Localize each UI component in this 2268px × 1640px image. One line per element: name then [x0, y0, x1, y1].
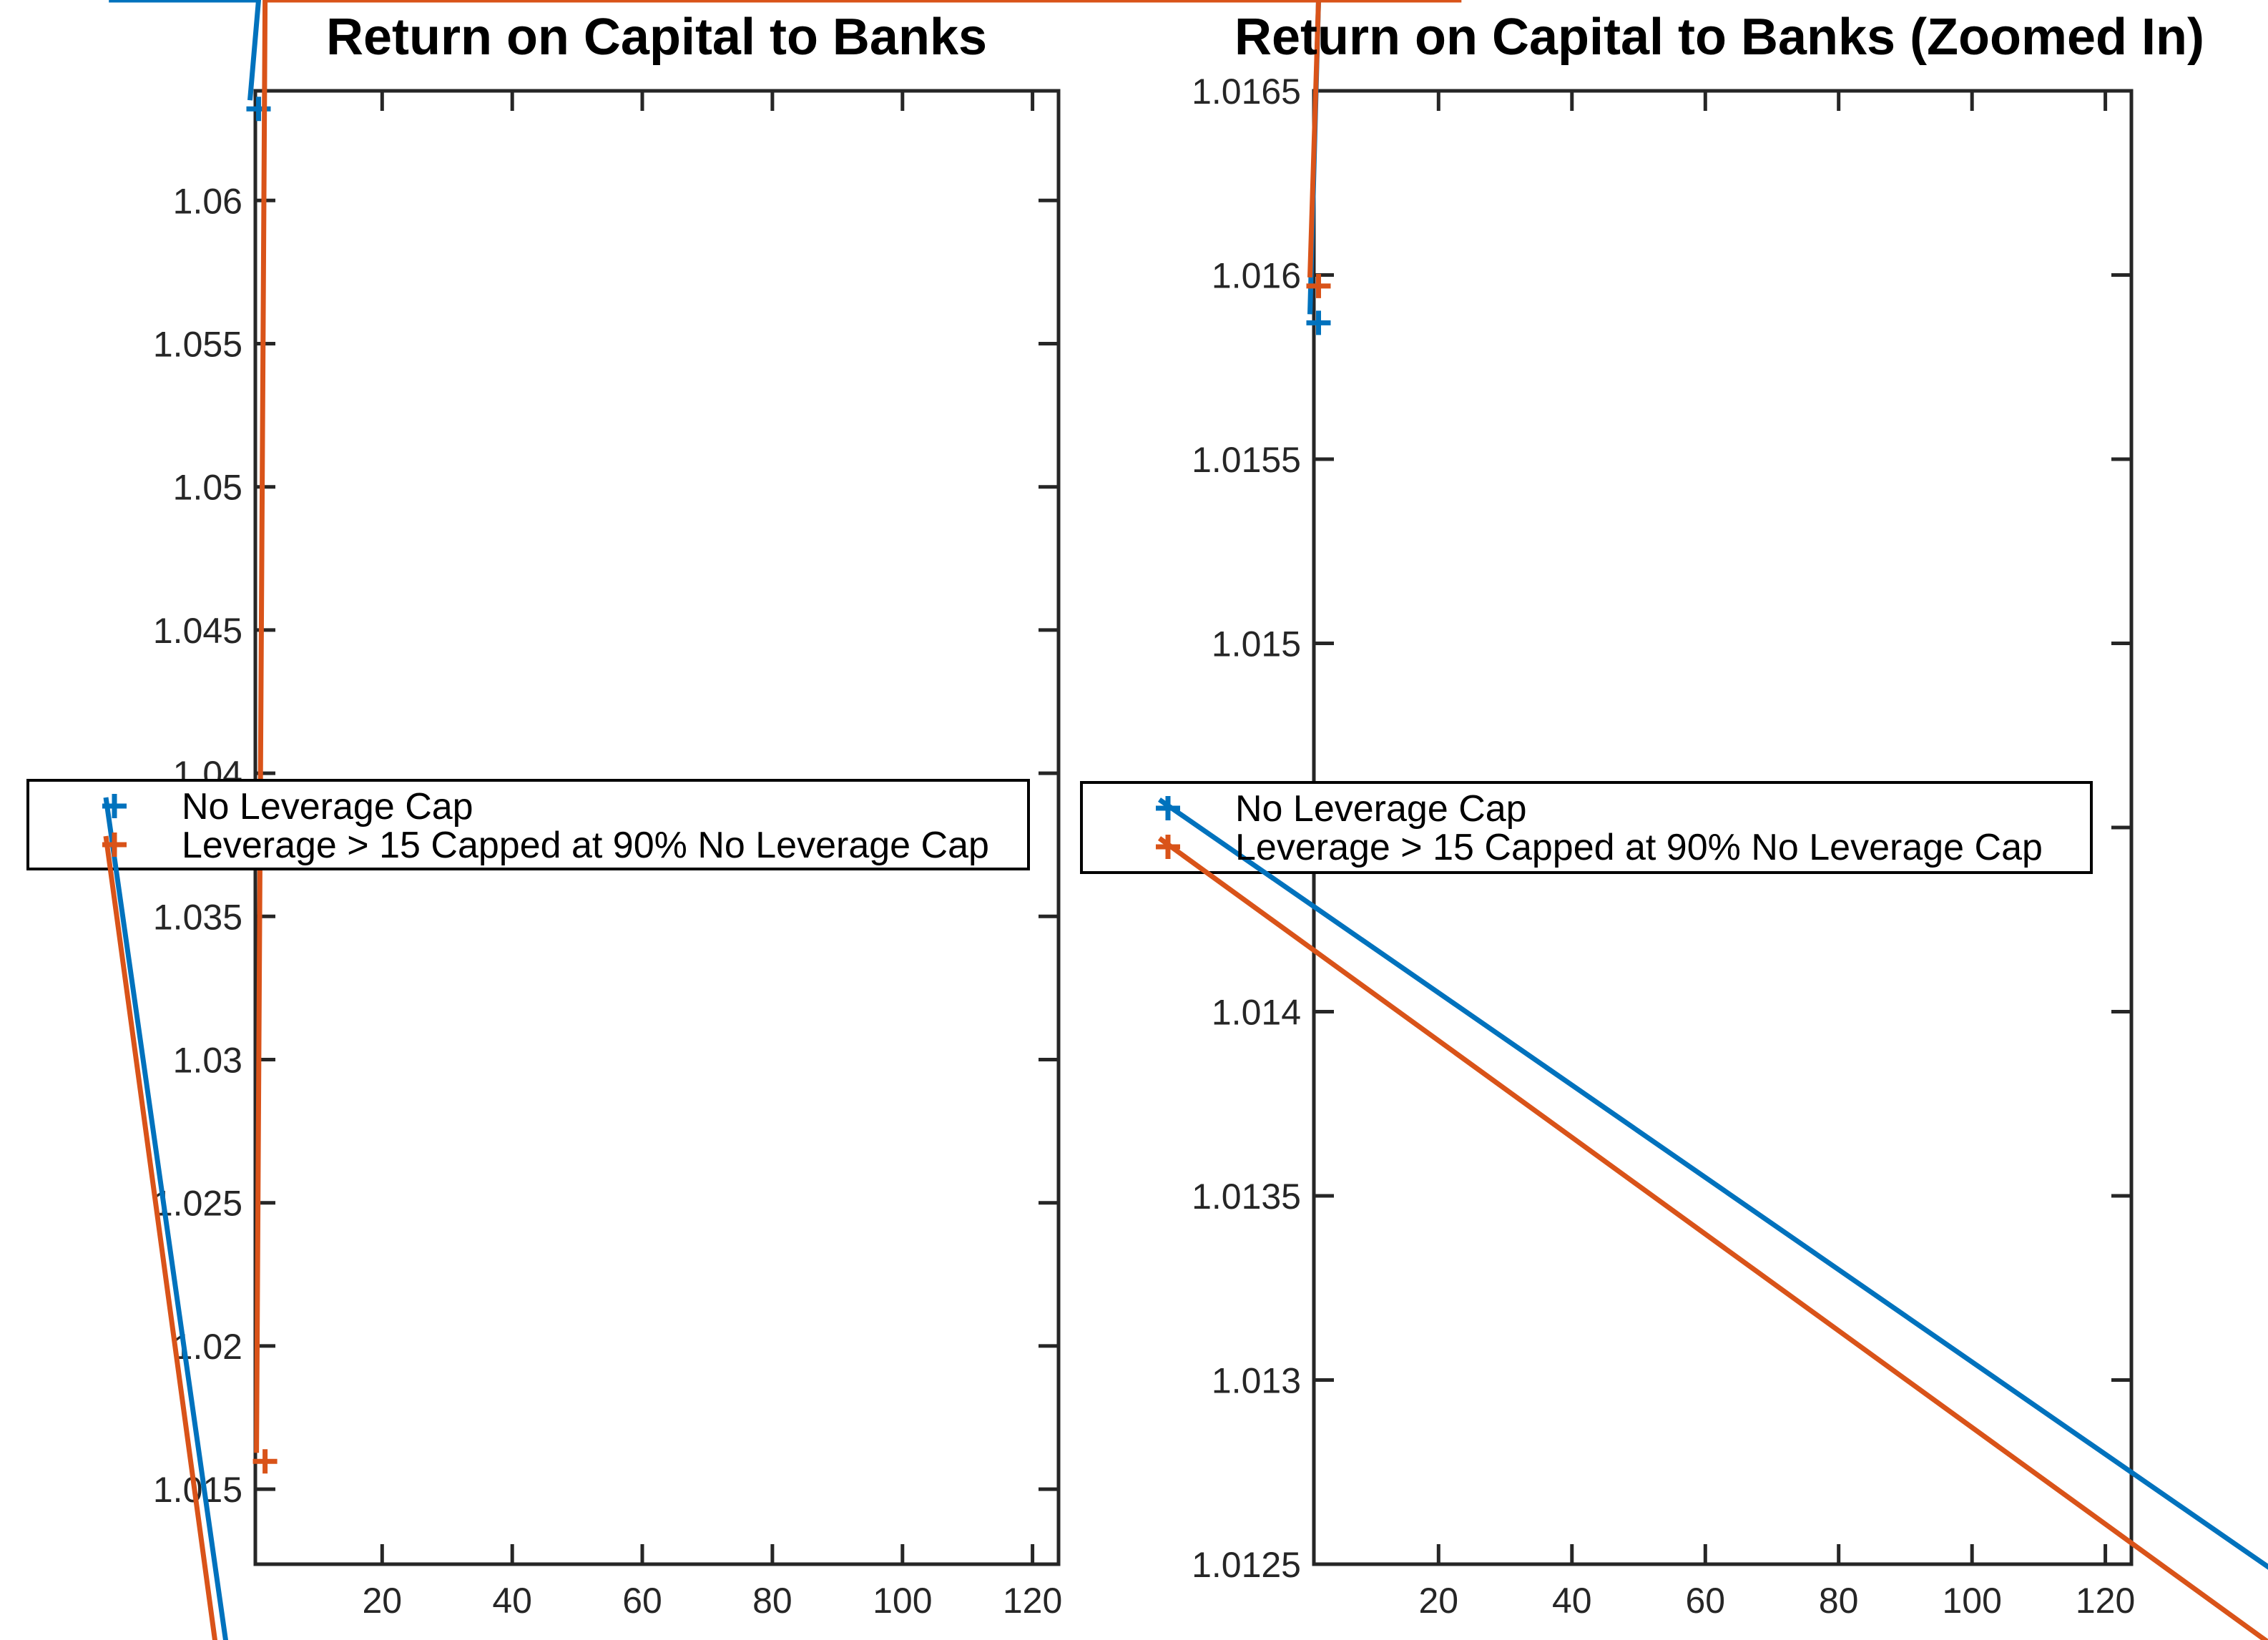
x-tick-label: 60	[1685, 1581, 1725, 1621]
y-tick-label: 1.0125	[1192, 1545, 1301, 1585]
x-tick-label: 40	[492, 1581, 532, 1621]
legend-item-label: Leverage > 15 Capped at 90% No Leverage …	[182, 825, 989, 866]
y-tick-label: 1.045	[153, 611, 242, 651]
series-markers-orange	[252, 0, 1462, 1474]
legend-marker-blue-asterisk-icon	[1156, 796, 2268, 1570]
legend-box	[1080, 781, 2093, 874]
y-tick-label: 1.0155	[1192, 440, 1301, 480]
x-tick-label: 20	[362, 1581, 402, 1621]
legend-item-label: Leverage > 15 Capped at 90% No Leverage …	[1235, 827, 2043, 868]
y-tick-label: 1.05	[173, 468, 242, 508]
y-tick-label: 1.03	[173, 1041, 242, 1081]
x-tick-label: 120	[1003, 1581, 1062, 1621]
x-tick-label: 20	[1418, 1581, 1458, 1621]
x-tick-label: 120	[2076, 1581, 2135, 1621]
right-chart-title: Return on Capital to Banks (Zoomed In)	[1234, 9, 2205, 66]
legend-item-label: No Leverage Cap	[1235, 788, 1527, 830]
y-tick-label: 1.0165	[1192, 72, 1301, 112]
y-tick-label: 1.06	[173, 181, 242, 221]
y-tick-label: 1.0135	[1192, 1177, 1301, 1217]
series-markers-orange	[285, 0, 1331, 298]
legend-marker-orange-asterisk-icon	[1156, 835, 2268, 1640]
x-tick-label: 60	[622, 1581, 662, 1621]
y-tick-label: 1.013	[1212, 1361, 1301, 1401]
x-tick-label: 80	[752, 1581, 792, 1621]
x-tick-label: 40	[1552, 1581, 1592, 1621]
y-tick-label: 1.015	[1212, 624, 1301, 664]
legend-marker-orange-asterisk-icon	[102, 833, 218, 1640]
left-chart-title: Return on Capital to Banks	[325, 9, 988, 66]
x-tick-label: 80	[1819, 1581, 1859, 1621]
legend-item-label: No Leverage Cap	[182, 786, 473, 828]
y-tick-label: 1.055	[153, 325, 242, 365]
legend-box	[26, 779, 1030, 870]
legend-marker-blue-asterisk-icon	[102, 794, 228, 1640]
y-tick-label: 1.014	[1212, 993, 1301, 1033]
series-markers-blue	[109, 0, 271, 122]
y-tick-label: 1.035	[153, 897, 242, 937]
x-tick-label: 100	[1942, 1581, 2001, 1621]
x-tick-label: 100	[873, 1581, 932, 1621]
y-tick-label: 1.016	[1212, 256, 1301, 296]
